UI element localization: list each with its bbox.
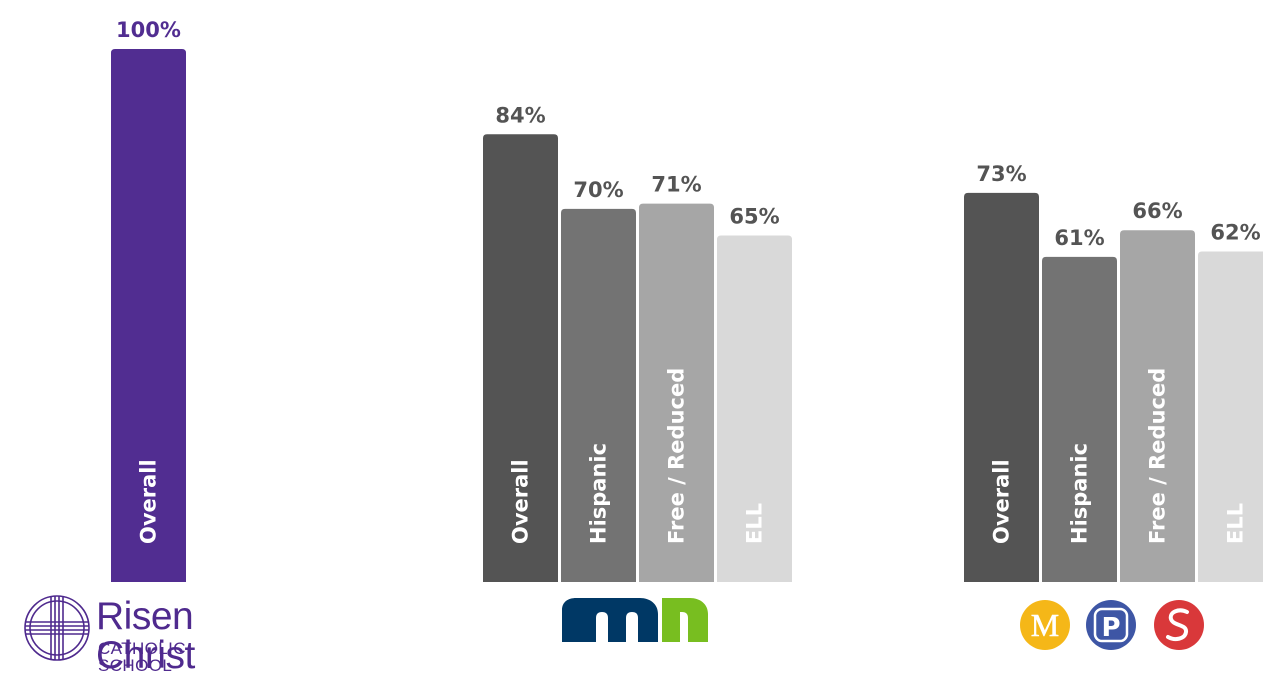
- category-label: Free / Reduced: [1146, 368, 1170, 544]
- mn-logo-icon: [562, 598, 708, 642]
- value-label: 61%: [1054, 226, 1104, 250]
- bar-group-1: 100% Overall: [111, 18, 186, 582]
- category-label: Free / Reduced: [665, 368, 689, 544]
- bar: [717, 235, 792, 583]
- bar: [964, 192, 1039, 582]
- bar-group-2: 84% Overall 70% Hispanic 71% Free / Reduced 65…: [483, 103, 792, 583]
- category-label: ELL: [1224, 503, 1248, 544]
- svg-text:P: P: [1101, 613, 1120, 643]
- value-label: 62%: [1210, 221, 1260, 245]
- bar: [639, 203, 714, 582]
- bar: [561, 208, 636, 582]
- mps-s-icon: [1154, 600, 1204, 650]
- value-label: 84%: [495, 103, 545, 127]
- value-label: 73%: [976, 162, 1026, 186]
- bar-group-3: 73% Overall 61% Hispanic 66% Free / Reduced 62…: [964, 162, 1263, 582]
- category-label: Hispanic: [1068, 443, 1092, 544]
- value-label: 66%: [1132, 199, 1182, 223]
- bar: [111, 49, 186, 582]
- value-label: 100%: [116, 18, 181, 42]
- category-label: Hispanic: [587, 443, 611, 544]
- category-label: Overall: [137, 459, 161, 544]
- value-label: 70%: [573, 178, 623, 202]
- bar: [1042, 256, 1117, 582]
- mps-p-icon: P: [1086, 600, 1136, 650]
- risen-christ-cross-icon: [24, 595, 90, 661]
- category-label: Overall: [990, 459, 1014, 544]
- bar: [1198, 251, 1263, 582]
- value-label: 71%: [651, 173, 701, 197]
- category-label: ELL: [743, 503, 767, 544]
- svg-text:M: M: [1031, 607, 1059, 643]
- category-label: Overall: [509, 459, 533, 544]
- bar: [1120, 230, 1195, 582]
- risen-christ-subtitle: CATHOLIC SCHOOL: [98, 639, 186, 675]
- value-label: 65%: [729, 205, 779, 229]
- mps-m-icon: M: [1020, 600, 1070, 650]
- bar: [483, 134, 558, 582]
